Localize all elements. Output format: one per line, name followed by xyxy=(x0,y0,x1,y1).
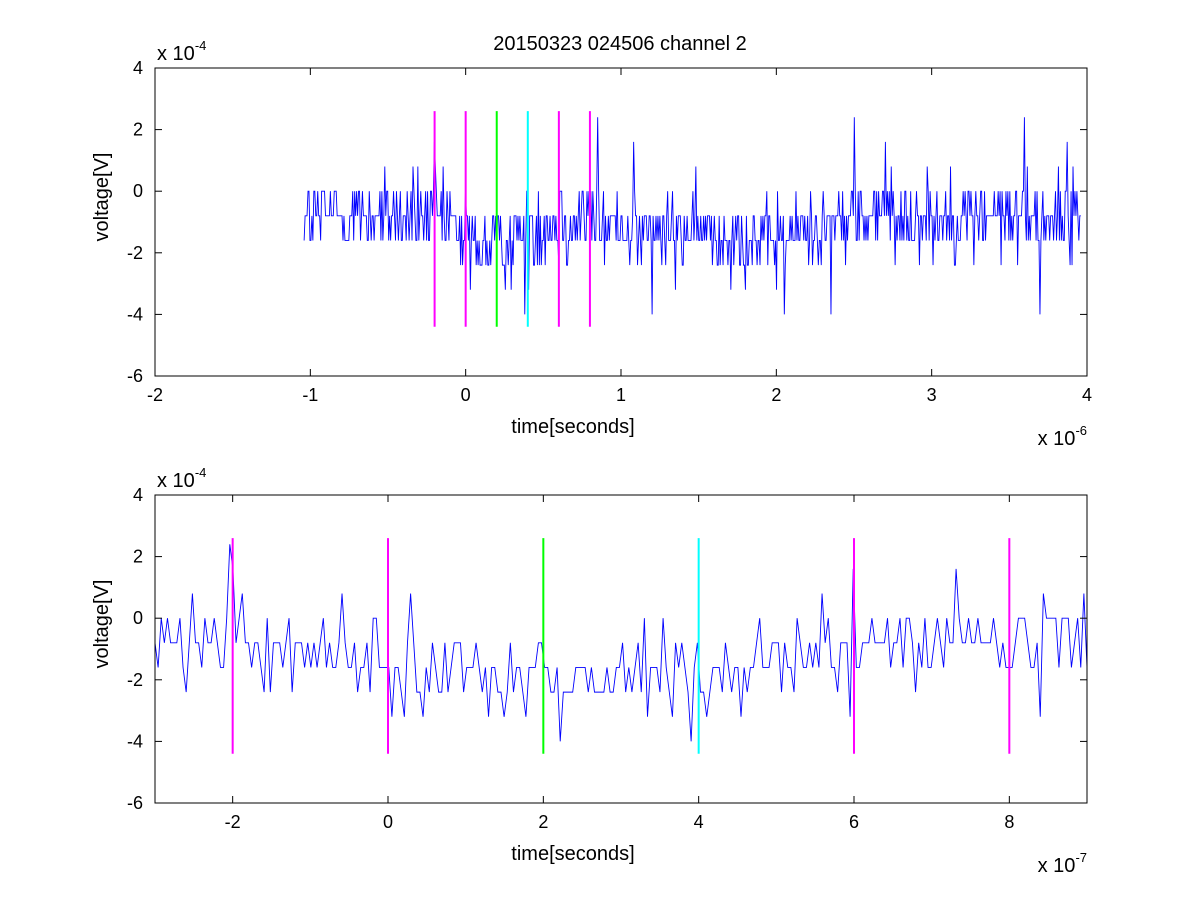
top-ytick-label: 2 xyxy=(133,120,143,140)
top-x-multiplier-exp: -6 xyxy=(1075,423,1087,438)
bottom-y-multiplier: x 10-4 xyxy=(157,465,206,492)
bottom-xtick-label: 8 xyxy=(1004,812,1014,832)
bottom-y-multiplier-exp: -4 xyxy=(195,465,207,480)
bottom-ytick-label: -6 xyxy=(127,793,143,813)
bottom-marker-lines xyxy=(231,538,1011,754)
top-xtick-label: -1 xyxy=(302,385,318,405)
bottom-xtick-label: 0 xyxy=(383,812,393,832)
top-y-multiplier-exp: -4 xyxy=(195,38,207,53)
top-subplot: -2 -1 0 1 2 3 4 -6 -4 -2 0 2 4 time[seconds] voltage… xyxy=(91,38,1092,450)
bottom-x-multiplier-exp: -7 xyxy=(1075,850,1087,865)
top-ticks: -2 -1 0 1 2 3 4 -6 -4 -2 0 2 4 xyxy=(127,58,1092,405)
top-y-multiplier: x 10-4 xyxy=(157,38,206,65)
bottom-ticks: -2 0 2 4 6 8 -6 -4 -2 0 2 4 xyxy=(127,485,1087,832)
bottom-axes-frame xyxy=(154,494,1088,804)
top-ytick-label: -6 xyxy=(127,366,143,386)
bottom-ytick-label: 4 xyxy=(133,485,143,505)
bottom-xtick-label: -2 xyxy=(225,812,241,832)
bottom-voltage-trace xyxy=(154,544,1088,742)
top-xtick-label: 2 xyxy=(771,385,781,405)
bottom-xlabel: time[seconds] xyxy=(511,843,634,865)
top-ylabel: voltage[V] xyxy=(91,153,113,242)
top-trace-group xyxy=(303,117,1081,315)
top-xtick-label: 1 xyxy=(616,385,626,405)
bottom-x-multiplier: x 10-7 xyxy=(1038,850,1087,877)
bottom-x-multiplier-base: x 10 xyxy=(1038,855,1076,877)
top-xtick-label: 4 xyxy=(1082,385,1092,405)
top-marker-lines xyxy=(433,111,591,327)
top-ytick-label: -2 xyxy=(127,243,143,263)
bottom-trace-group xyxy=(154,544,1088,742)
top-ytick-label: 0 xyxy=(133,181,143,201)
top-voltage-trace xyxy=(303,117,1081,315)
top-xtick-label: -2 xyxy=(147,385,163,405)
top-x-multiplier-base: x 10 xyxy=(1038,428,1076,450)
top-x-multiplier: x 10-6 xyxy=(1038,423,1087,450)
bottom-xtick-label: 4 xyxy=(694,812,704,832)
top-xtick-label: 0 xyxy=(461,385,471,405)
top-xlabel: time[seconds] xyxy=(511,416,634,438)
top-ytick-label: -4 xyxy=(127,304,143,324)
top-ytick-label: 4 xyxy=(133,58,143,78)
bottom-ylabel: voltage[V] xyxy=(91,580,113,669)
bottom-ytick-label: -2 xyxy=(127,670,143,690)
bottom-subplot: -2 0 2 4 6 8 -6 -4 -2 0 2 4 time[seconds] voltage[V… xyxy=(91,465,1088,877)
figure-title: 20150323 024506 channel 2 xyxy=(493,33,747,55)
top-y-multiplier-base: x 10 xyxy=(157,43,195,65)
bottom-ytick-label: 0 xyxy=(133,608,143,628)
bottom-ytick-label: -4 xyxy=(127,731,143,751)
bottom-ytick-label: 2 xyxy=(133,547,143,567)
bottom-xtick-label: 6 xyxy=(849,812,859,832)
bottom-y-multiplier-base: x 10 xyxy=(157,470,195,492)
top-xtick-label: 3 xyxy=(927,385,937,405)
bottom-xtick-label: 2 xyxy=(538,812,548,832)
